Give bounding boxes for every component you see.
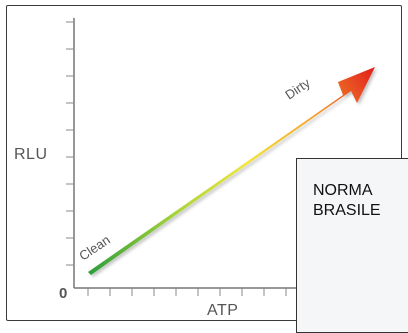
- y-axis-ticks: [66, 21, 74, 266]
- x-axis-ticks: [87, 288, 287, 296]
- y-axis-label: RLU: [14, 146, 48, 163]
- x-axis: [74, 287, 300, 296]
- dirty-label: Dirty: [282, 75, 313, 103]
- x-axis-label: ATP: [207, 302, 239, 319]
- origin-label: 0: [59, 285, 68, 302]
- standard-note-text: NORMA BRASILE: [313, 182, 381, 219]
- standard-note-box: NORMA BRASILE: [296, 158, 408, 333]
- gradient-arrow: [88, 67, 375, 275]
- y-axis: [66, 18, 75, 288]
